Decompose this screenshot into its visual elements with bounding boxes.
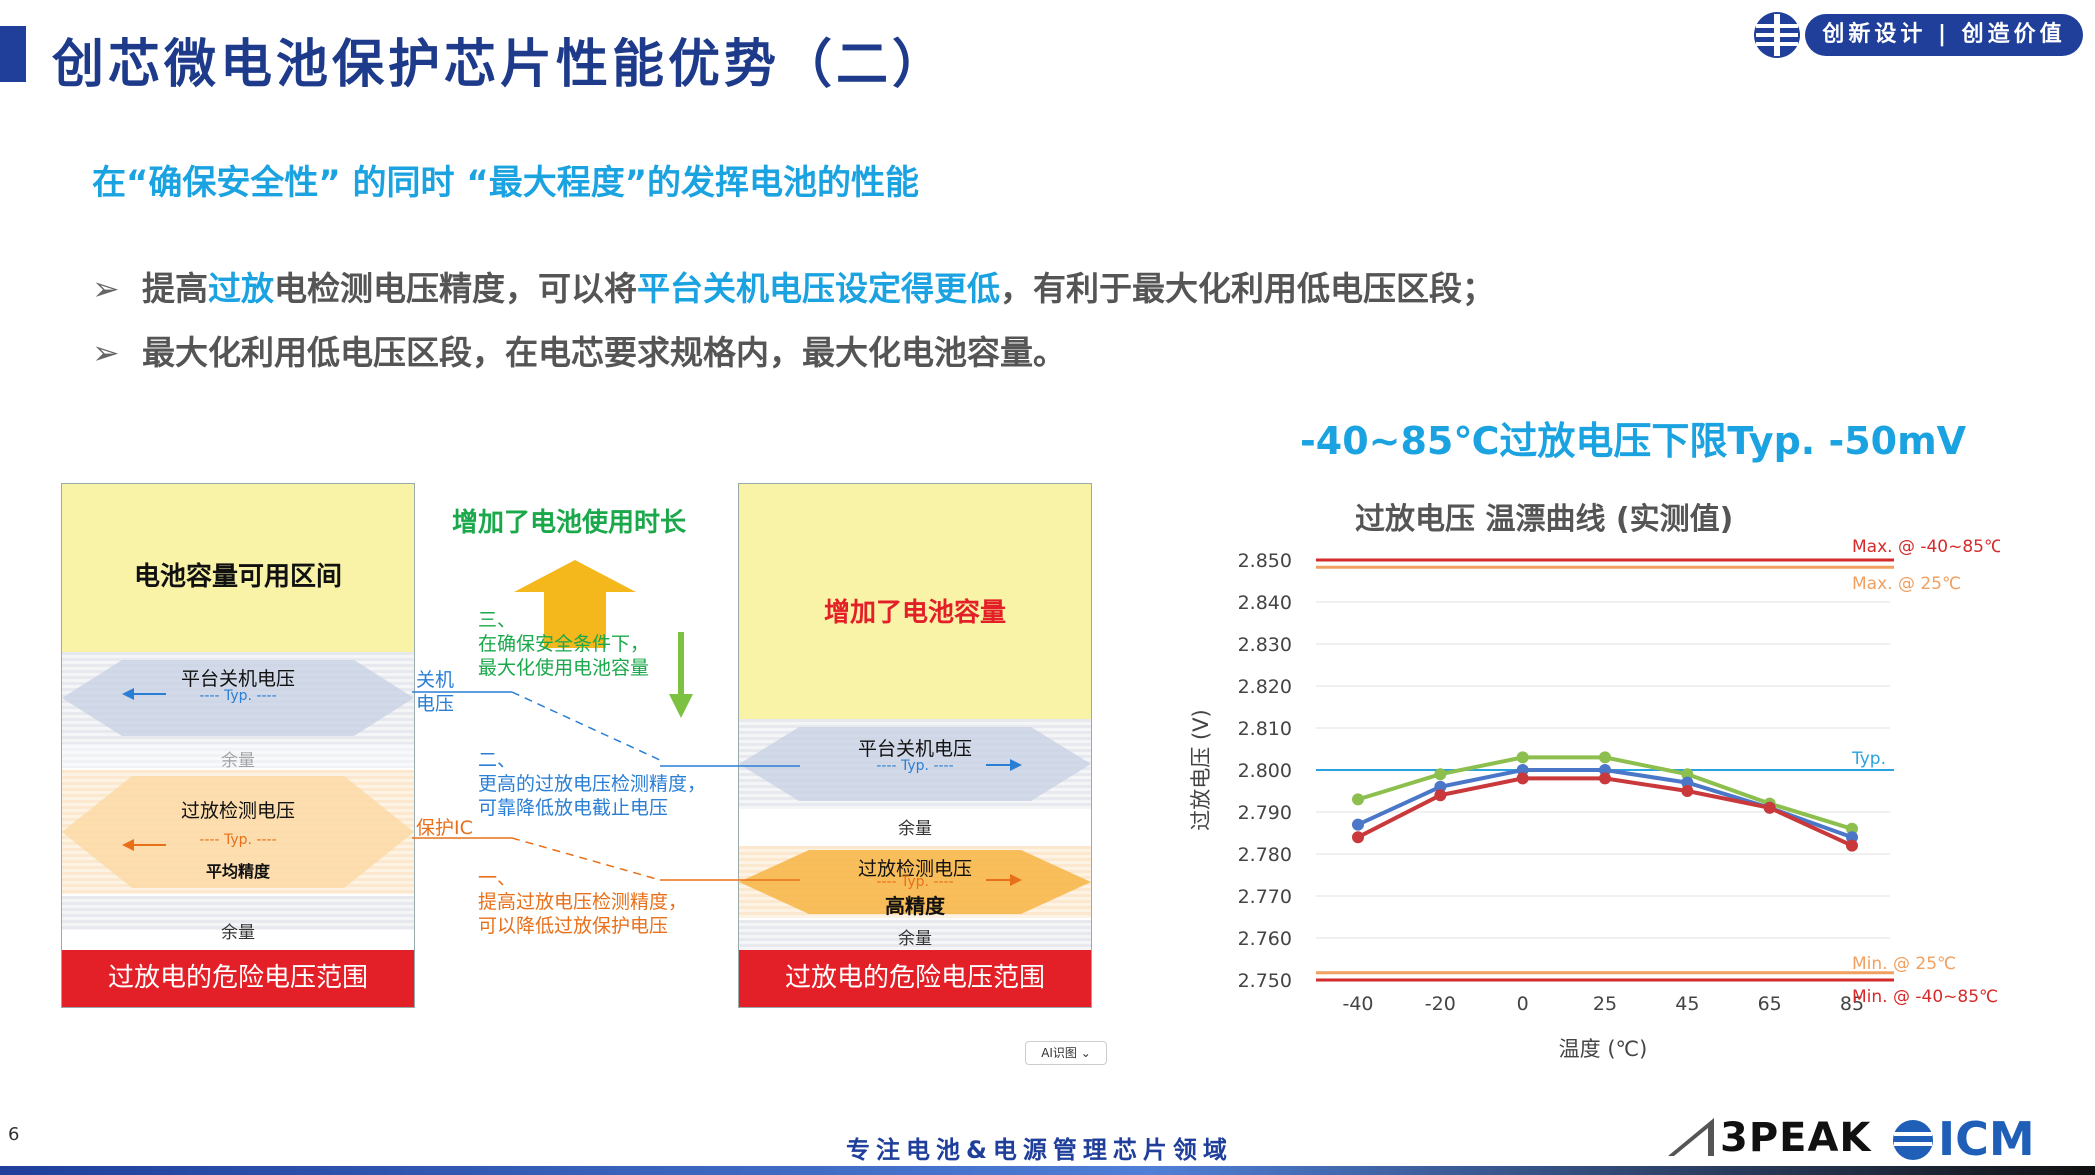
page-number: 6 xyxy=(8,1124,20,1145)
data-point xyxy=(1681,768,1694,781)
typ-marker: ---- Typ. ---- xyxy=(199,832,277,848)
brand-slogan: 创新设计 | 创造价值 xyxy=(1805,14,2083,56)
data-point xyxy=(1352,831,1364,844)
y-tick-label: 2.750 xyxy=(1238,970,1292,992)
title-accent-bar xyxy=(0,26,26,82)
data-point xyxy=(1846,822,1858,835)
bottom-stripe xyxy=(0,1166,2095,1175)
3peak-logo-icon xyxy=(1668,1118,1714,1156)
globe-logo-icon xyxy=(1754,12,1800,58)
platform-voltage-arrow-icon xyxy=(62,660,414,736)
y-tick-label: 2.840 xyxy=(1238,592,1292,614)
diagram-connector-lines xyxy=(122,688,1022,886)
data-point xyxy=(1681,785,1694,797)
data-point xyxy=(1434,780,1447,793)
detect-voltage-label: 过放检测电压 xyxy=(857,858,972,880)
bullet-2: ➢ 最大化利用低电压区段，在电芯要求规格内，最大化电池容量。 xyxy=(92,333,1066,372)
data-point xyxy=(1599,764,1611,776)
platform-voltage-arrow-icon xyxy=(739,727,1091,801)
x-tick-label: 85 xyxy=(1840,993,1864,1015)
increase-time-label: 增加了电池使用时长 xyxy=(452,508,687,538)
margin-label: 余量 xyxy=(898,929,932,949)
detect-voltage-arrow-icon xyxy=(62,776,414,888)
x-tick-label: 0 xyxy=(1517,993,1529,1015)
y-tick-label: 2.820 xyxy=(1238,676,1292,698)
data-point xyxy=(1681,776,1694,789)
note-three: 三、 在确保安全条件下， 最大化使用电池容量 xyxy=(478,609,650,679)
detect-voltage-label: 过放检测电压 xyxy=(180,800,295,822)
bullet-arrow-icon: ➢ xyxy=(92,333,120,372)
y-tick-label: 2.780 xyxy=(1238,844,1292,866)
data-point xyxy=(1352,818,1364,831)
data-point xyxy=(1516,772,1529,785)
avg-precision-label: 平均精度 xyxy=(205,862,270,881)
y-tick-label: 2.760 xyxy=(1238,928,1292,950)
platform-shutdown-label: 平台关机电压 xyxy=(180,668,295,690)
reference-line-label: Min. @ 25℃ xyxy=(1852,954,1956,974)
protect-ic-tag: 保护IC xyxy=(416,817,473,839)
x-tick-label: 25 xyxy=(1593,993,1617,1015)
battery-after: 增加了电池容量 平台关机电压 ---- Typ. ---- 余量 过放检测电压 … xyxy=(738,483,1092,1008)
x-tick-label: -20 xyxy=(1425,993,1456,1015)
detect-voltage-arrow-icon xyxy=(739,850,1091,914)
y-tick-label: 2.850 xyxy=(1238,550,1292,572)
data-point xyxy=(1516,764,1529,776)
x-tick-label: -40 xyxy=(1342,993,1373,1015)
margin-label: 余量 xyxy=(221,923,255,943)
y-tick-label: 2.800 xyxy=(1238,760,1292,782)
data-point xyxy=(1846,839,1858,852)
reference-line-label: Max. @ 25℃ xyxy=(1852,574,1961,594)
data-point xyxy=(1516,751,1529,764)
voltage-drift-chart: 2.850 2.840 2.830 2.820 2.810 2.800 2.790 2.780… xyxy=(1189,537,2000,1061)
x-tick-label: 45 xyxy=(1675,993,1699,1015)
icm-logo-icon xyxy=(1893,1120,1933,1160)
danger-zone: 过放电的危险电压范围 xyxy=(739,950,1091,1007)
reference-line-label: Min. @ -40~85℃ xyxy=(1852,987,1998,1007)
x-axis-label: 温度 (℃) xyxy=(1559,1037,1648,1061)
3peak-logo: 3PEAK xyxy=(1720,1115,1872,1161)
note-one: 一、 提高过放电压检测精度， 可以降低过放保护电压 xyxy=(478,867,688,937)
data-point xyxy=(1599,751,1611,764)
y-tick-label: 2.810 xyxy=(1238,718,1292,740)
platform-shutdown-label: 平台关机电压 xyxy=(857,738,972,760)
data-point xyxy=(1846,831,1858,844)
y-tick-label: 2.770 xyxy=(1238,886,1292,908)
danger-zone: 过放电的危险电压范围 xyxy=(62,950,414,1007)
x-tick-label: 65 xyxy=(1758,993,1782,1015)
data-point xyxy=(1352,793,1364,806)
y-axis-label: 过放电压 (V) xyxy=(1189,709,1213,830)
capacity-range-label: 电池容量可用区间 xyxy=(133,562,342,592)
data-point xyxy=(1599,772,1611,785)
margin-label: 余量 xyxy=(898,819,932,839)
up-arrow-icon xyxy=(514,560,636,648)
increased-capacity-label: 增加了电池容量 xyxy=(823,598,1006,628)
y-tick-label: 2.830 xyxy=(1238,634,1292,656)
data-point xyxy=(1763,801,1776,814)
chart-title: 过放电压 温漂曲线 (实测值) xyxy=(1355,502,1734,537)
footer-tagline: 专注电池&电源管理芯片领域 xyxy=(846,1136,1233,1164)
typ-marker: ---- Typ. ---- xyxy=(199,688,277,704)
reference-line-label: Max. @ -40~85℃ xyxy=(1852,537,2000,557)
ai-recognize-button[interactable]: AI识图 ⌄ xyxy=(1025,1041,1107,1065)
bullet-1: ➢ 提高过放电检测电压精度，可以将平台关机电压设定得更低，有利于最大化利用低电压区… xyxy=(92,269,1495,308)
reference-line-label: Typ. xyxy=(1851,749,1886,769)
data-point xyxy=(1434,789,1447,802)
shutdown-voltage-tag: 关机 电压 xyxy=(416,669,455,715)
typ-marker: ---- Typ. ---- xyxy=(876,758,954,774)
chart-heading: -40~85℃过放电压下限Typ. -50mV xyxy=(1300,419,1967,463)
data-point xyxy=(1434,768,1447,781)
icm-logo: ICM xyxy=(1938,1112,2035,1166)
y-tick-label: 2.790 xyxy=(1238,802,1292,824)
high-precision-label: 高精度 xyxy=(885,894,945,918)
page-title: 创芯微电池保护芯片性能优势（二） xyxy=(52,35,949,95)
subtitle: 在“确保安全性” 的同时 “最大程度”的发挥电池的性能 xyxy=(92,163,920,203)
down-arrow-icon xyxy=(669,632,693,718)
note-two: 二、 更高的过放电压检测精度， 可靠降低放电截止电压 xyxy=(478,749,707,819)
bullet-arrow-icon: ➢ xyxy=(92,269,120,308)
battery-before: 电池容量可用区间 平台关机电压 ---- Typ. ---- 余量 过放检测电压… xyxy=(61,483,415,1008)
typ-marker: ---- Typ. ---- xyxy=(876,874,954,890)
